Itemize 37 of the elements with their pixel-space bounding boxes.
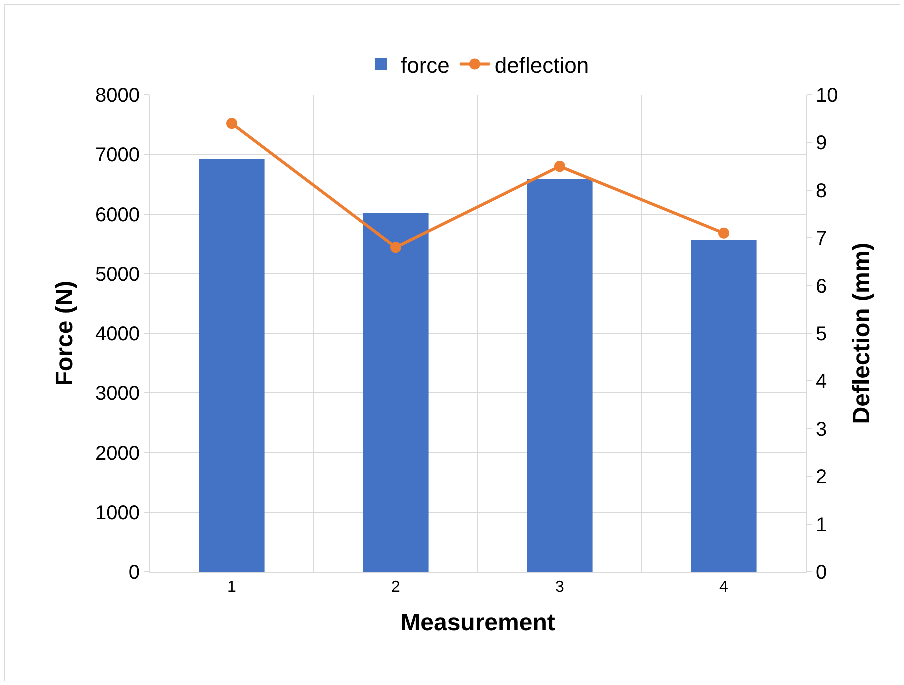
y-tick-label: 1000 xyxy=(96,502,140,524)
point xyxy=(390,242,402,254)
y2-tick-label: 0 xyxy=(816,562,828,584)
y2-tick-label: 2 xyxy=(816,466,828,489)
point xyxy=(554,161,566,172)
point xyxy=(226,118,238,130)
y-tick-label: 5000 xyxy=(96,264,140,286)
y2-tick-label: 8 xyxy=(816,180,828,202)
y-tick-label: 8000 xyxy=(96,85,140,107)
y2-tick-label: 4 xyxy=(816,371,828,394)
x-tick-label: 1 xyxy=(228,579,237,596)
y2-tick-label: 3 xyxy=(816,418,828,441)
bar xyxy=(199,159,265,572)
x-tick-label: 3 xyxy=(556,579,565,596)
y-tick-label: 3000 xyxy=(96,383,140,406)
bar xyxy=(363,213,429,572)
y-tick-label: 0 xyxy=(128,562,140,584)
x-axis-title: Measurement xyxy=(400,610,556,636)
y2-tick-label: 6 xyxy=(816,276,828,298)
legend-label: deflection xyxy=(494,52,590,78)
y2-tick-label: 7 xyxy=(816,228,828,250)
y-tick-label: 4000 xyxy=(96,324,140,346)
bar xyxy=(691,240,757,572)
point xyxy=(718,228,730,239)
legend-label: force xyxy=(401,52,450,78)
y2-axis-title: Deflection (mm) xyxy=(848,242,876,424)
y2-tick-label: 9 xyxy=(816,132,828,155)
x-tick-label: 2 xyxy=(392,579,401,596)
y2-tick-label: 1 xyxy=(816,514,828,536)
bar xyxy=(527,179,593,572)
y2-tick-label: 10 xyxy=(816,85,838,107)
y-tick-label: 2000 xyxy=(96,442,140,465)
y-axis-title: Force (N) xyxy=(52,280,79,386)
y-tick-label: 6000 xyxy=(96,204,140,226)
y-tick-label: 7000 xyxy=(96,144,140,167)
y2-tick-label: 5 xyxy=(816,324,828,346)
x-tick-label: 4 xyxy=(720,579,729,596)
